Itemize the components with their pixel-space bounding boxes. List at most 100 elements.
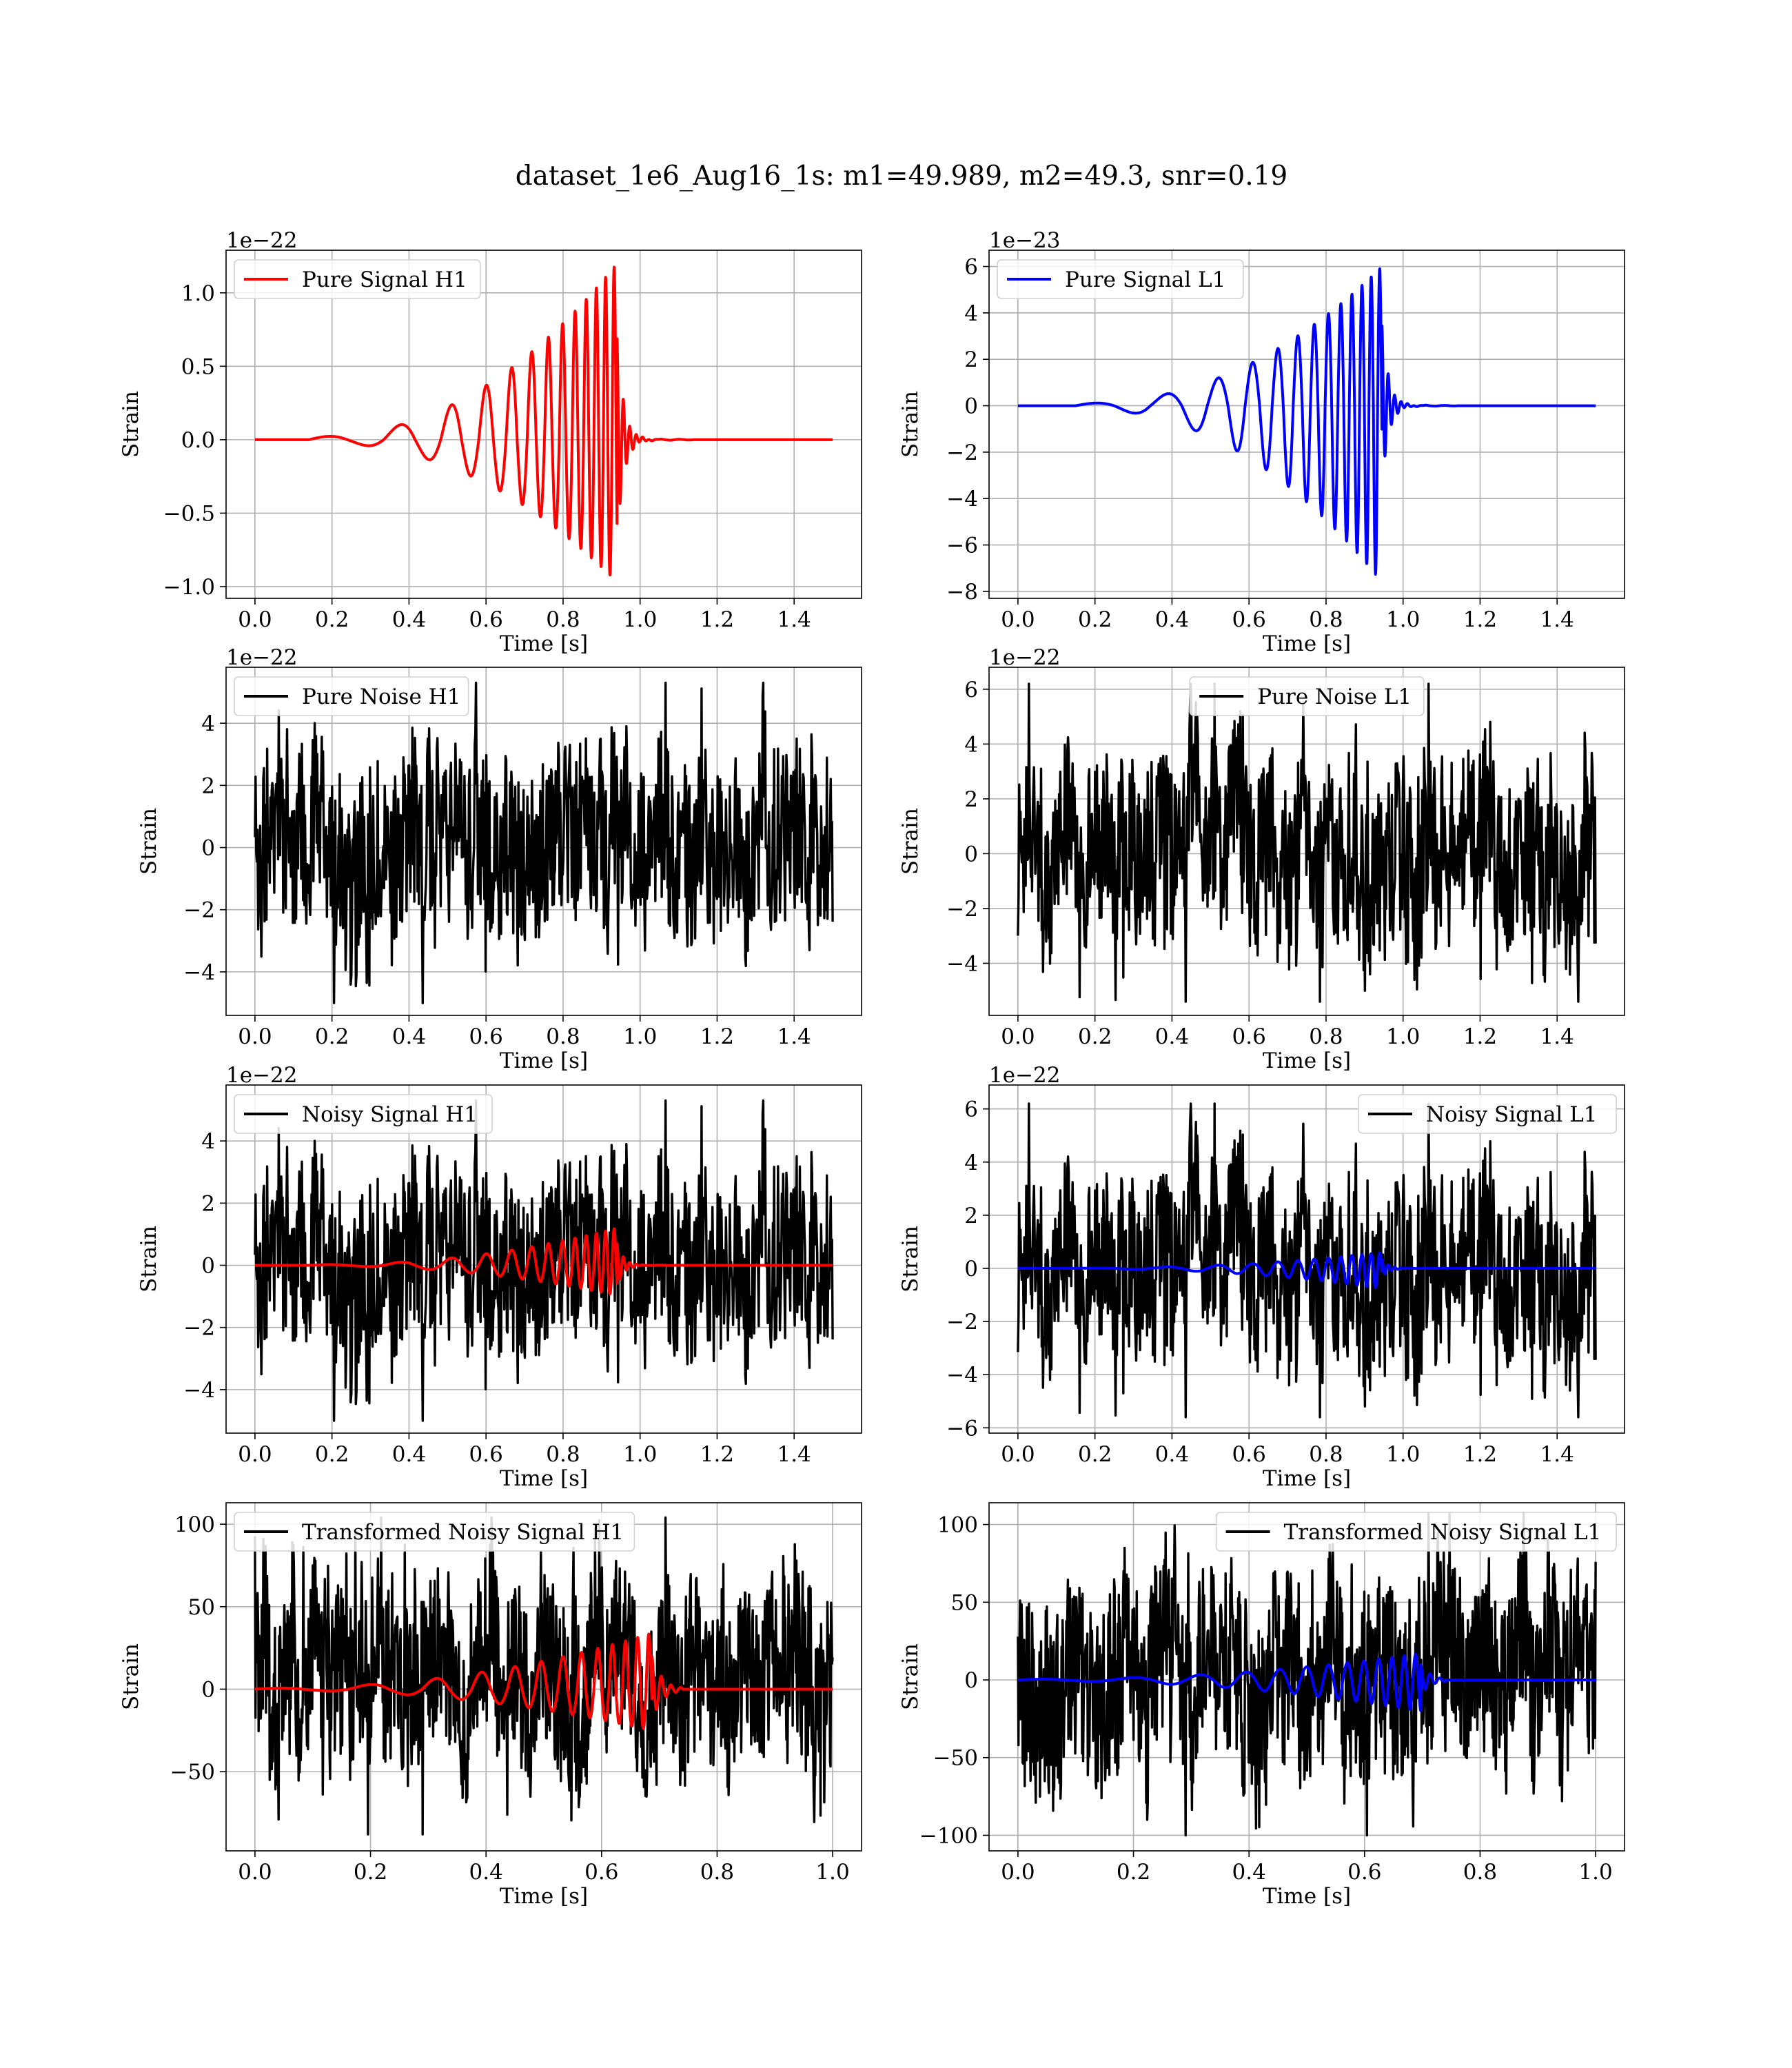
y-tick-label: −1.0 xyxy=(163,575,215,600)
subplot-2: 0.0 0.2 0.4 0.6 0.8 1.0 1.2 1.4 6 4 2 0 −2 −4 −6 −8 Time… xyxy=(898,228,1625,656)
legend-label: Noisy Signal L1 xyxy=(1426,1102,1598,1127)
x-tick-label: 0.2 xyxy=(315,1024,349,1049)
x-tick-label: 0.4 xyxy=(392,1442,426,1467)
axes-frame xyxy=(988,667,1625,1016)
y-tick-label: 4 xyxy=(964,1150,978,1175)
x-tick-label: 0.8 xyxy=(1309,1024,1343,1049)
axes-frame xyxy=(988,1084,1625,1434)
y-axis-label: Strain xyxy=(136,1226,161,1292)
series-line-noise xyxy=(1017,682,1597,1003)
x-tick-label: 0.6 xyxy=(469,1442,503,1467)
series-group xyxy=(1017,1512,1597,1837)
y-tick-label: 2 xyxy=(201,1191,215,1216)
x-tick-label: 0.8 xyxy=(546,1024,580,1049)
axes-frame xyxy=(988,1502,1625,1852)
x-tick-label: 1.4 xyxy=(777,1024,811,1049)
x-tick-label: 0.6 xyxy=(469,1024,503,1049)
x-axis-label: Time [s] xyxy=(1263,1884,1351,1909)
x-tick-label: 0.0 xyxy=(238,1024,272,1049)
x-tick-label: 1.4 xyxy=(1540,607,1574,632)
series-group xyxy=(254,1516,834,1836)
axis-offset-label: 1e−22 xyxy=(226,1063,298,1088)
x-tick-label: 0.2 xyxy=(315,607,349,632)
y-tick-label: −2 xyxy=(946,1310,978,1335)
series-line-noise xyxy=(254,1516,834,1836)
series-line-chirp xyxy=(1017,1652,1597,1712)
x-tick-label: 0.8 xyxy=(546,1442,580,1467)
y-tick-label: 0.0 xyxy=(181,428,215,453)
legend-box xyxy=(234,1094,493,1134)
y-tick-label: 4 xyxy=(964,301,978,326)
y-tick-label: −2 xyxy=(183,898,215,923)
subplot-7: 0.0 0.2 0.4 0.6 0.8 1.0 100 50 0 −50 Time [s] Strai… xyxy=(119,1502,862,1909)
y-tick-label: −2 xyxy=(946,440,978,465)
x-axis-label: Time [s] xyxy=(500,631,588,656)
legend-box xyxy=(1358,1094,1617,1134)
x-tick-label: 0.6 xyxy=(1232,1024,1266,1049)
x-tick-label: 0.0 xyxy=(238,1442,272,1467)
y-tick-label: 4 xyxy=(201,1129,215,1154)
subplot-6: 0.0 0.2 0.4 0.6 0.8 1.0 1.2 1.4 6 4 2 0 −2 −4 −6 Time [… xyxy=(898,1063,1625,1491)
axis-offset-label: 1e−22 xyxy=(226,228,298,253)
x-tick-label: 1.0 xyxy=(623,607,657,632)
y-tick-label: 4 xyxy=(964,732,978,757)
series-line-noise xyxy=(254,681,834,1004)
x-tick-label: 1.0 xyxy=(623,1024,657,1049)
x-tick-label: 0.0 xyxy=(1001,1442,1035,1467)
grid xyxy=(226,250,862,598)
y-tick-label: 0 xyxy=(964,842,978,866)
y-tick-label: −4 xyxy=(183,960,215,985)
x-tick-label: 0.4 xyxy=(392,607,426,632)
x-tick-label: 0.0 xyxy=(238,607,272,632)
axes-frame xyxy=(225,1502,862,1852)
legend: Noisy Signal L1 xyxy=(1358,1094,1617,1134)
x-tick-label: 1.2 xyxy=(1463,1442,1497,1467)
x-tick-label: 0.4 xyxy=(1155,1442,1189,1467)
x-tick-label: 0.4 xyxy=(1155,607,1189,632)
axis-offset-label: 1e−22 xyxy=(989,645,1061,670)
x-tick-label: 0.8 xyxy=(546,607,580,632)
y-tick-label: 2 xyxy=(964,787,978,812)
series-line-chirp xyxy=(254,1227,834,1295)
y-axis-label: Strain xyxy=(898,1643,923,1710)
legend: Pure Signal L1 xyxy=(997,259,1244,299)
legend-box xyxy=(234,676,469,716)
x-tick-label: 1.2 xyxy=(700,1442,734,1467)
series-group xyxy=(254,1099,834,1422)
y-tick-label: 0.5 xyxy=(181,354,215,379)
y-tick-label: −6 xyxy=(946,1416,978,1441)
x-tick-label: 0.2 xyxy=(1078,1442,1112,1467)
x-tick-label: 1.2 xyxy=(1463,607,1497,632)
legend-box xyxy=(1215,1512,1617,1552)
series-line-chirp xyxy=(1017,1251,1597,1289)
legend: Pure Noise H1 xyxy=(234,676,469,716)
y-tick-label: 0 xyxy=(201,1254,215,1279)
legend-box xyxy=(997,259,1244,299)
series-line-chirp xyxy=(1017,267,1597,576)
series-line-chirp xyxy=(254,1632,834,1730)
x-tick-label: 1.0 xyxy=(623,1442,657,1467)
y-tick-label: 0 xyxy=(201,1677,215,1702)
x-tick-label: 1.4 xyxy=(777,1442,811,1467)
x-tick-label: 0.6 xyxy=(584,1860,618,1885)
y-tick-label: −4 xyxy=(946,1363,978,1388)
x-tick-label: 0.2 xyxy=(315,1442,349,1467)
series-group xyxy=(1017,267,1597,576)
y-tick-label: 1.0 xyxy=(181,281,215,306)
x-tick-label: 1.2 xyxy=(1463,1024,1497,1049)
y-tick-label: −2 xyxy=(183,1316,215,1341)
series-group xyxy=(254,681,834,1004)
series-group xyxy=(1017,1102,1597,1419)
y-tick-label: 50 xyxy=(188,1595,215,1620)
axis-offset-label: 1e−22 xyxy=(226,645,298,670)
axes-frame xyxy=(225,667,862,1016)
legend: Transformed Noisy Signal L1 xyxy=(1215,1512,1617,1552)
legend-label: Transformed Noisy Signal L1 xyxy=(1284,1520,1602,1545)
subplot-1: 0.0 0.2 0.4 0.6 0.8 1.0 1.2 1.4 1.0 0.5 0.0 −0.5 −1.… xyxy=(119,228,862,656)
x-tick-label: 1.2 xyxy=(700,1024,734,1049)
subplot-grid: 0.0 0.2 0.4 0.6 0.8 1.0 1.2 1.4 1.0 0.5 0.0 −0.5 −1.… xyxy=(119,228,1625,1909)
x-tick-label: 1.0 xyxy=(1386,1024,1420,1049)
y-tick-label: −100 xyxy=(919,1823,978,1848)
x-tick-label: 0.6 xyxy=(1347,1860,1381,1885)
